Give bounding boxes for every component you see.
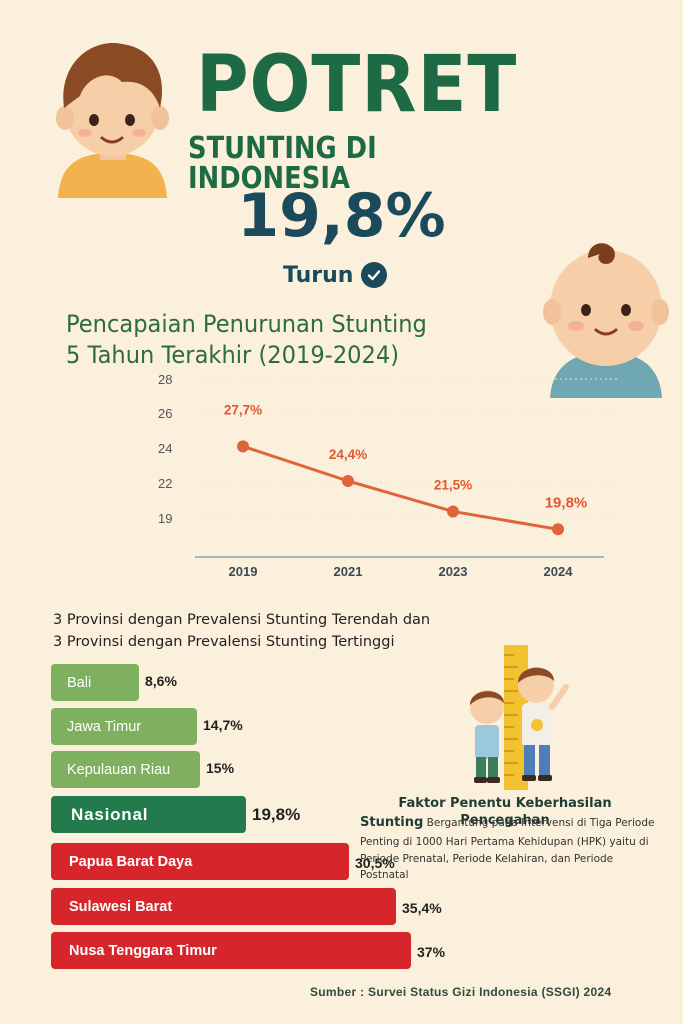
data-label: 24,4% xyxy=(329,447,367,462)
info-title: Faktor Penentu Keberhasilan Pencegahan xyxy=(398,796,612,828)
info-lead: Stunting xyxy=(360,815,424,830)
y-tick-label: 28 xyxy=(158,372,172,387)
info-body: Stunting Bergantung pada Intervensi di T… xyxy=(360,813,660,884)
boy-face-icon xyxy=(56,43,169,198)
headline-status: Turun xyxy=(283,262,388,288)
check-circle-icon xyxy=(361,262,388,288)
x-tick-label: 2024 xyxy=(544,564,574,579)
bar-chart-title-line-2: 3 Provinsi dengan Prevalensi Stunting Te… xyxy=(53,633,395,650)
y-tick-label: 22 xyxy=(158,476,172,491)
bar-chart-title-line-1: 3 Provinsi dengan Prevalensi Stunting Te… xyxy=(53,612,431,628)
bar: Nasional xyxy=(51,796,246,833)
bar-category-label: Jawa Timur xyxy=(67,718,142,735)
data-label: 21,5% xyxy=(434,477,472,492)
bar-value-label: 15% xyxy=(206,760,235,776)
data-label: 27,7% xyxy=(224,402,262,417)
y-tick-label: 19 xyxy=(158,511,172,526)
bar-category-label: Nasional xyxy=(71,804,149,824)
section-title-line-2: 5 Tahun Terakhir (2019-2024) xyxy=(66,340,400,369)
bar: Papua Barat Daya xyxy=(51,843,349,880)
series-line xyxy=(242,444,559,531)
headline-status-label: Turun xyxy=(283,262,354,288)
section-title-line-1: Pencapaian Penurunan Stunting xyxy=(66,310,427,338)
page-subtitle: STUNTING DI INDONESIA xyxy=(188,131,377,196)
bar-value-label: 35,4% xyxy=(402,900,442,916)
y-tick-label: 24 xyxy=(158,441,172,456)
baby-face-icon xyxy=(543,243,669,398)
bar-value-label: 8,6% xyxy=(145,673,177,689)
page-title: POTRET xyxy=(196,40,518,130)
bar-category-label: Nusa Tenggara Timur xyxy=(69,942,217,959)
x-tick-label: 2021 xyxy=(334,564,363,579)
bar-category-label: Papua Barat Daya xyxy=(69,853,193,870)
data-point xyxy=(237,440,249,453)
x-tick-label: 2023 xyxy=(439,564,468,579)
bar: Jawa Timur xyxy=(51,708,197,745)
bar: Bali xyxy=(51,664,139,701)
bar: Sulawesi Barat xyxy=(51,888,396,925)
bar: Kepulauan Riau xyxy=(51,751,200,788)
source-note: Sumber : Survei Status Gizi Indonesia (S… xyxy=(310,985,612,999)
bar-category-label: Kepulauan Riau xyxy=(67,761,171,778)
bar-category-label: Sulawesi Barat xyxy=(69,898,173,915)
bar-category-label: Bali xyxy=(67,674,92,691)
headline-value: 19,8% xyxy=(237,181,446,251)
bar-value-label: 19,8% xyxy=(252,805,301,824)
data-label: 19,8% xyxy=(545,494,588,511)
x-tick-label: 2019 xyxy=(229,564,258,579)
line-chart: 19 22 24 26 28 27,7% 2019 24,4% 2021 21,5% 2023 19,… xyxy=(158,372,620,579)
bar-value-label: 14,7% xyxy=(203,717,243,733)
bar: Nusa Tenggara Timur xyxy=(51,932,411,969)
section-title: Pencapaian Penurunan Stunting 5 Tahun Te… xyxy=(66,309,470,370)
data-point xyxy=(342,475,354,487)
data-point xyxy=(552,523,564,536)
bar-value-label: 37% xyxy=(417,944,446,960)
data-point xyxy=(447,505,459,518)
info-text: Bergantung pada Intervensi di Tiga Perio… xyxy=(360,817,655,882)
y-tick-label: 26 xyxy=(158,406,172,421)
bar-chart-title: 3 Provinsi dengan Prevalensi Stunting Te… xyxy=(53,610,453,654)
children-height-ruler-icon xyxy=(470,645,569,790)
